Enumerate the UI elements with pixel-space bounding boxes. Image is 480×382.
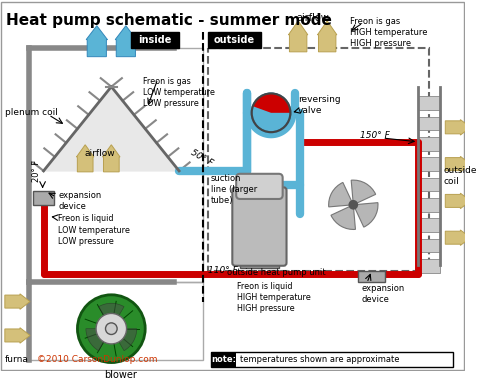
Bar bbox=[240, 258, 279, 268]
Circle shape bbox=[77, 295, 145, 363]
Bar bbox=[418, 178, 441, 191]
Wedge shape bbox=[98, 303, 124, 329]
Wedge shape bbox=[353, 202, 378, 227]
Bar bbox=[418, 219, 441, 232]
Bar bbox=[29, 48, 204, 282]
FancyBboxPatch shape bbox=[232, 187, 287, 266]
Wedge shape bbox=[86, 329, 111, 351]
Polygon shape bbox=[317, 21, 337, 52]
Text: expansion
device: expansion device bbox=[361, 284, 404, 304]
Text: airflow: airflow bbox=[84, 149, 115, 158]
Bar bbox=[418, 157, 441, 171]
Wedge shape bbox=[331, 205, 356, 230]
Polygon shape bbox=[5, 328, 30, 343]
Circle shape bbox=[252, 94, 290, 132]
Text: temperatures shown are approximate: temperatures shown are approximate bbox=[240, 355, 399, 364]
Text: blower: blower bbox=[105, 370, 137, 380]
Bar bbox=[33, 191, 54, 205]
Bar bbox=[418, 137, 441, 151]
Text: airflow: airflow bbox=[296, 13, 329, 23]
Bar bbox=[418, 198, 441, 212]
FancyBboxPatch shape bbox=[236, 174, 283, 199]
Text: ©2010 CarsonDunlop.com: ©2010 CarsonDunlop.com bbox=[37, 355, 157, 364]
Text: outside heat pump unit: outside heat pump unit bbox=[227, 268, 325, 277]
Text: 150° F: 150° F bbox=[360, 131, 390, 139]
Bar bbox=[418, 117, 441, 130]
Text: suction
line (larger
tube): suction line (larger tube) bbox=[211, 174, 257, 205]
Text: expansion
device: expansion device bbox=[58, 191, 101, 211]
Text: Heat pump schematic - summer mode: Heat pump schematic - summer mode bbox=[6, 13, 332, 28]
Bar bbox=[418, 259, 441, 272]
Bar bbox=[358, 270, 385, 282]
Text: outside
coil: outside coil bbox=[444, 166, 477, 186]
Bar bbox=[29, 282, 204, 360]
Wedge shape bbox=[111, 329, 137, 351]
Wedge shape bbox=[329, 183, 353, 207]
Text: note:: note: bbox=[211, 355, 236, 364]
Polygon shape bbox=[103, 145, 120, 172]
Bar bbox=[131, 32, 179, 48]
Circle shape bbox=[106, 323, 117, 335]
Polygon shape bbox=[86, 26, 108, 57]
Text: reversing
valve: reversing valve bbox=[298, 95, 341, 115]
Text: Freon is liquid
LOW temperature
LOW pressure: Freon is liquid LOW temperature LOW pres… bbox=[58, 214, 130, 246]
Text: furna: furna bbox=[5, 355, 29, 364]
Polygon shape bbox=[445, 120, 470, 135]
Polygon shape bbox=[76, 145, 94, 172]
Circle shape bbox=[348, 200, 358, 210]
Text: 20° F: 20° F bbox=[32, 160, 41, 182]
Bar bbox=[208, 48, 429, 270]
Polygon shape bbox=[445, 156, 470, 172]
Wedge shape bbox=[253, 94, 290, 113]
Polygon shape bbox=[445, 193, 470, 209]
Bar bbox=[211, 352, 236, 367]
Text: Freon is gas
LOW temperature
LOW pressure: Freon is gas LOW temperature LOW pressur… bbox=[143, 77, 215, 108]
Polygon shape bbox=[288, 21, 308, 52]
Text: inside: inside bbox=[138, 35, 171, 45]
Text: plenum coil: plenum coil bbox=[5, 108, 58, 117]
Polygon shape bbox=[44, 87, 179, 171]
Polygon shape bbox=[5, 294, 30, 309]
Polygon shape bbox=[445, 230, 470, 245]
Bar bbox=[208, 32, 261, 48]
Bar bbox=[418, 96, 441, 110]
Polygon shape bbox=[115, 26, 136, 57]
Text: Freon is liquid
HIGH temperature
HIGH pressure: Freon is liquid HIGH temperature HIGH pr… bbox=[237, 282, 311, 313]
Wedge shape bbox=[351, 180, 376, 205]
Text: Freon is gas
HIGH temperature
HIGH pressure: Freon is gas HIGH temperature HIGH press… bbox=[350, 17, 428, 48]
Text: 110° F: 110° F bbox=[208, 266, 238, 275]
Bar bbox=[418, 239, 441, 252]
Text: outside: outside bbox=[214, 35, 255, 45]
Circle shape bbox=[96, 314, 127, 344]
Bar bbox=[211, 352, 453, 367]
Text: 50° F: 50° F bbox=[189, 149, 214, 168]
